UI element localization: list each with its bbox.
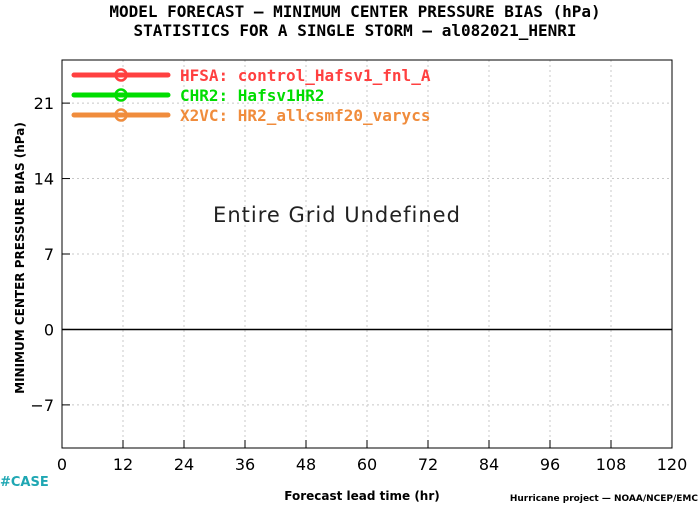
legend-label: HFSA: control_Hafsv1_fnl_A: [180, 66, 431, 85]
y-tick-label: 7: [44, 245, 54, 264]
undefined-grid-annotation: Entire Grid Undefined: [213, 203, 461, 227]
chart-subtitle: STATISTICS FOR A SINGLE STORM — al082021…: [133, 21, 576, 40]
x-tick-label: 60: [357, 455, 377, 474]
x-axis-ticks: 0 12 24 36 48 60 72 84 96 108 120: [57, 440, 687, 474]
y-tick-label: 14: [34, 170, 54, 189]
legend-marker: [114, 68, 128, 82]
x-tick-label: 72: [418, 455, 438, 474]
x-tick-label: 36: [235, 455, 255, 474]
y-tick-label: 21: [34, 94, 54, 113]
y-tick-label: 0: [44, 320, 54, 339]
y-axis-label: MINIMUM CENTER PRESSURE BIAS (hPa): [13, 122, 27, 394]
case-label: #CASE: [0, 475, 49, 490]
x-tick-label: 96: [540, 455, 560, 474]
x-tick-label: 24: [174, 455, 194, 474]
legend-marker: [114, 108, 128, 122]
x-tick-label: 84: [479, 455, 499, 474]
legend-label: CHR2: Hafsv1HR2: [180, 86, 325, 105]
x-axis-label: Forecast lead time (hr): [284, 489, 440, 503]
x-tick-label: 120: [657, 455, 688, 474]
y-axis-ticks: −7 0 7 14 21: [30, 94, 70, 415]
credit-text: Hurricane project — NOAA/NCEP/EMC: [510, 494, 699, 504]
y-tick-label: −7: [30, 396, 54, 415]
legend-marker: [114, 88, 128, 102]
legend-label: X2VC: HR2_allcsmf20_varycs: [180, 106, 430, 125]
x-tick-label: 108: [596, 455, 627, 474]
x-tick-label: 48: [296, 455, 316, 474]
chart-title: MODEL FORECAST — MINIMUM CENTER PRESSURE…: [109, 2, 600, 21]
x-tick-label: 12: [113, 455, 133, 474]
x-tick-label: 0: [57, 455, 67, 474]
